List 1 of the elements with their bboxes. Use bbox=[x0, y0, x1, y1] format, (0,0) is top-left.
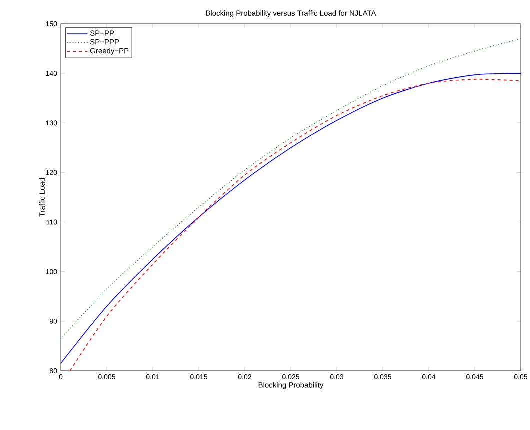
line-series bbox=[61, 38, 521, 340]
